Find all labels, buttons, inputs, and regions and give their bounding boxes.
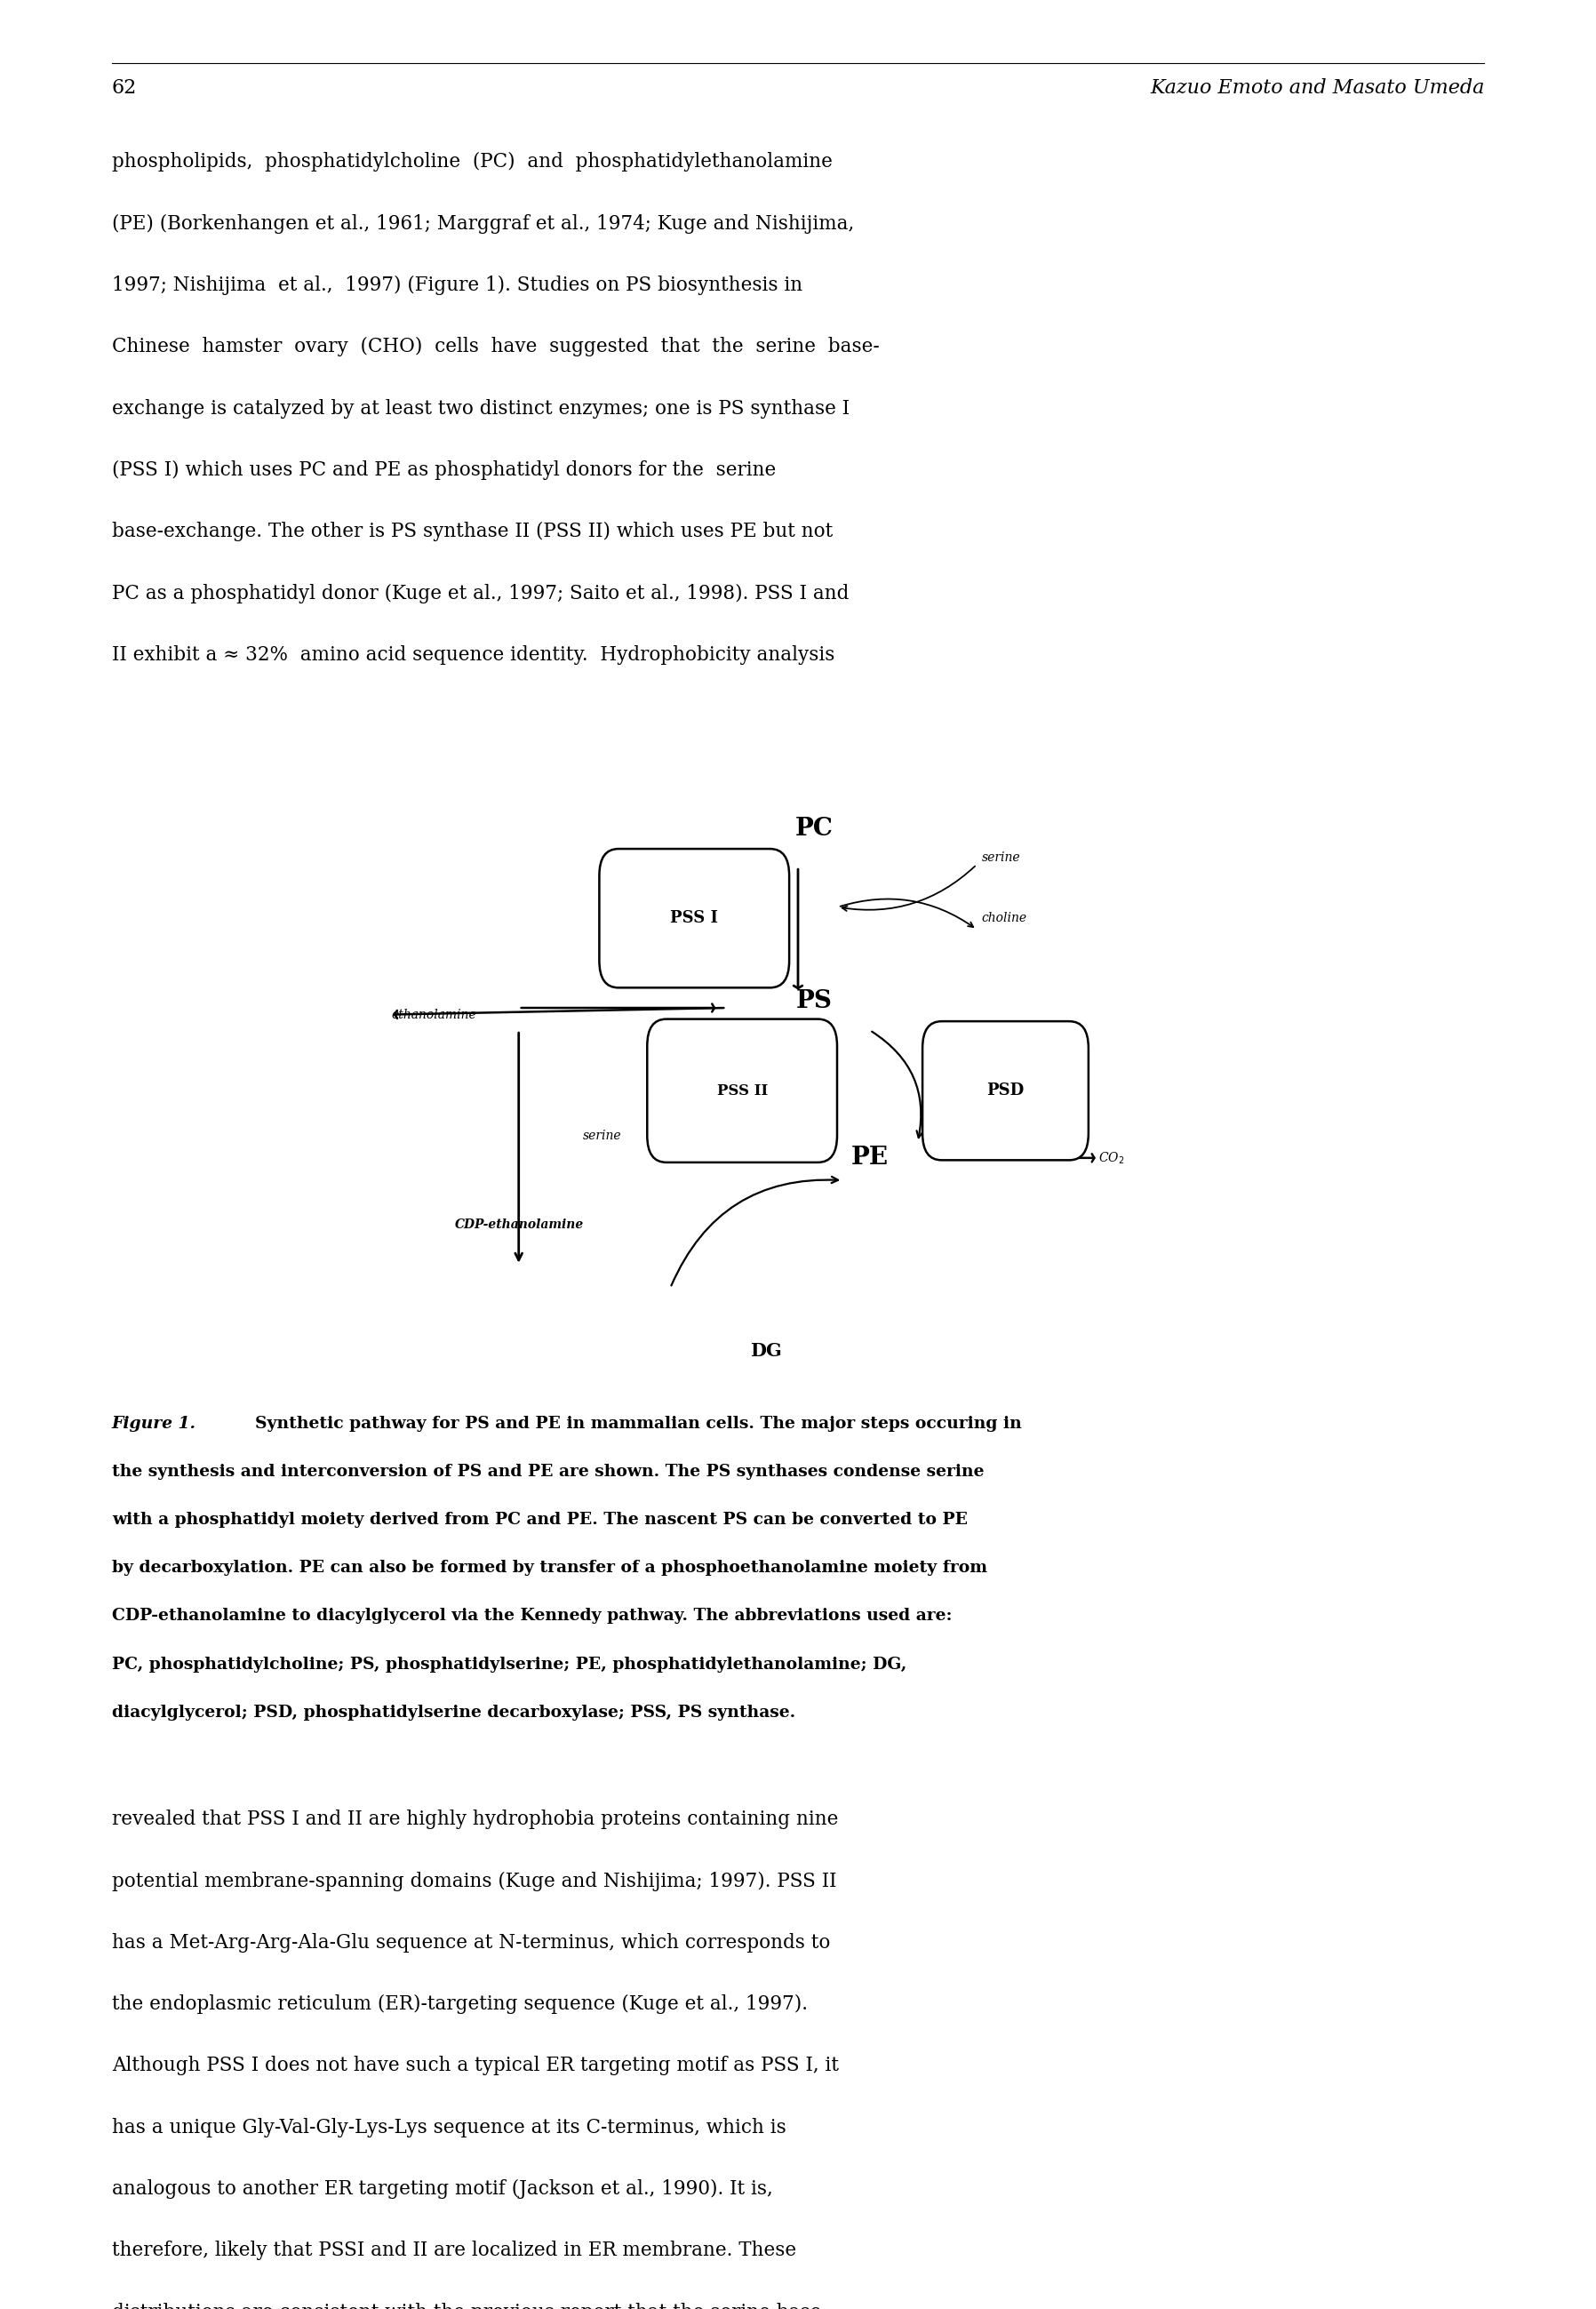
Text: analogous to another ER targeting motif (Jackson et al., 1990). It is,: analogous to another ER targeting motif … — [112, 2180, 772, 2198]
Text: (PE) (Borkenhangen et al., 1961; Marggraf et al., 1974; Kuge and Nishijima,: (PE) (Borkenhangen et al., 1961; Marggra… — [112, 215, 854, 233]
Text: diacylglycerol; PSD, phosphatidylserine decarboxylase; PSS, PS synthase.: diacylglycerol; PSD, phosphatidylserine … — [112, 1704, 795, 1720]
Text: (PSS I) which uses PC and PE as phosphatidyl donors for the  serine: (PSS I) which uses PC and PE as phosphat… — [112, 459, 776, 480]
Text: CO$_2$: CO$_2$ — [1098, 1150, 1124, 1166]
Text: Although PSS I does not have such a typical ER targeting motif as PSS I, it: Although PSS I does not have such a typi… — [112, 2055, 838, 2076]
Text: therefore, likely that PSSI and II are localized in ER membrane. These: therefore, likely that PSSI and II are l… — [112, 2240, 796, 2261]
Text: potential membrane-spanning domains (Kuge and Nishijima; 1997). PSS II: potential membrane-spanning domains (Kug… — [112, 1870, 836, 1891]
Text: serine: serine — [982, 852, 1020, 864]
Text: has a Met-Arg-Arg-Ala-Glu sequence at N-terminus, which corresponds to: has a Met-Arg-Arg-Ala-Glu sequence at N-… — [112, 1933, 830, 1953]
Text: PC, phosphatidylcholine; PS, phosphatidylserine; PE, phosphatidylethanolamine; D: PC, phosphatidylcholine; PS, phosphatidy… — [112, 1656, 907, 1672]
Text: phospholipids,  phosphatidylcholine  (PC)  and  phosphatidylethanolamine: phospholipids, phosphatidylcholine (PC) … — [112, 152, 832, 171]
Text: Synthetic pathway for PS and PE in mammalian cells. The major steps occuring in: Synthetic pathway for PS and PE in mamma… — [255, 1415, 1021, 1432]
Text: PSS II: PSS II — [717, 1083, 768, 1099]
Text: base-exchange. The other is PS synthase II (PSS II) which uses PE but not: base-exchange. The other is PS synthase … — [112, 522, 833, 543]
Text: choline: choline — [982, 912, 1026, 924]
FancyBboxPatch shape — [646, 1018, 836, 1161]
Text: Figure 1.: Figure 1. — [112, 1415, 203, 1432]
Text: the endoplasmic reticulum (ER)-targeting sequence (Kuge et al., 1997).: the endoplasmic reticulum (ER)-targeting… — [112, 1995, 808, 2013]
FancyBboxPatch shape — [600, 850, 788, 988]
Text: Chinese  hamster  ovary  (CHO)  cells  have  suggested  that  the  serine  base-: Chinese hamster ovary (CHO) cells have s… — [112, 337, 879, 356]
Text: 62: 62 — [112, 79, 137, 97]
Text: with a phosphatidyl moiety derived from PC and PE. The nascent PS can be convert: with a phosphatidyl moiety derived from … — [112, 1512, 967, 1529]
Text: PS: PS — [796, 988, 832, 1014]
Text: ethanolamine: ethanolamine — [391, 1009, 476, 1021]
Text: DG: DG — [750, 1342, 782, 1360]
Text: 1997; Nishijima  et al.,  1997) (Figure 1). Studies on PS biosynthesis in: 1997; Nishijima et al., 1997) (Figure 1)… — [112, 275, 803, 296]
Text: PC: PC — [795, 817, 833, 840]
Text: has a unique Gly-Val-Gly-Lys-Lys sequence at its C-terminus, which is: has a unique Gly-Val-Gly-Lys-Lys sequenc… — [112, 2117, 785, 2138]
Text: PC as a phosphatidyl donor (Kuge et al., 1997; Saito et al., 1998). PSS I and: PC as a phosphatidyl donor (Kuge et al.,… — [112, 584, 849, 603]
FancyBboxPatch shape — [922, 1021, 1088, 1159]
Text: PSD: PSD — [986, 1083, 1025, 1099]
Text: PE: PE — [851, 1145, 889, 1171]
Text: II exhibit a ≈ 32%  amino acid sequence identity.  Hydrophobicity analysis: II exhibit a ≈ 32% amino acid sequence i… — [112, 644, 835, 665]
Text: exchange is catalyzed by at least two distinct enzymes; one is PS synthase I: exchange is catalyzed by at least two di… — [112, 399, 849, 418]
Text: Kazuo Emoto and Masato Umeda: Kazuo Emoto and Masato Umeda — [1149, 79, 1484, 97]
Text: the synthesis and interconversion of PS and PE are shown. The PS synthases conde: the synthesis and interconversion of PS … — [112, 1464, 983, 1480]
Text: PSS I: PSS I — [670, 910, 718, 926]
Text: by decarboxylation. PE can also be formed by transfer of a phosphoethanolamine m: by decarboxylation. PE can also be forme… — [112, 1561, 986, 1577]
Text: distributions are consistent with the previous report that the serine base-: distributions are consistent with the pr… — [112, 2302, 828, 2309]
Text: serine: serine — [583, 1129, 621, 1141]
Text: CDP-ethanolamine to diacylglycerol via the Kennedy pathway. The abbreviations us: CDP-ethanolamine to diacylglycerol via t… — [112, 1607, 951, 1623]
Text: CDP-ethanolamine: CDP-ethanolamine — [455, 1219, 584, 1231]
Text: revealed that PSS I and II are highly hydrophobia proteins containing nine: revealed that PSS I and II are highly hy… — [112, 1810, 838, 1829]
